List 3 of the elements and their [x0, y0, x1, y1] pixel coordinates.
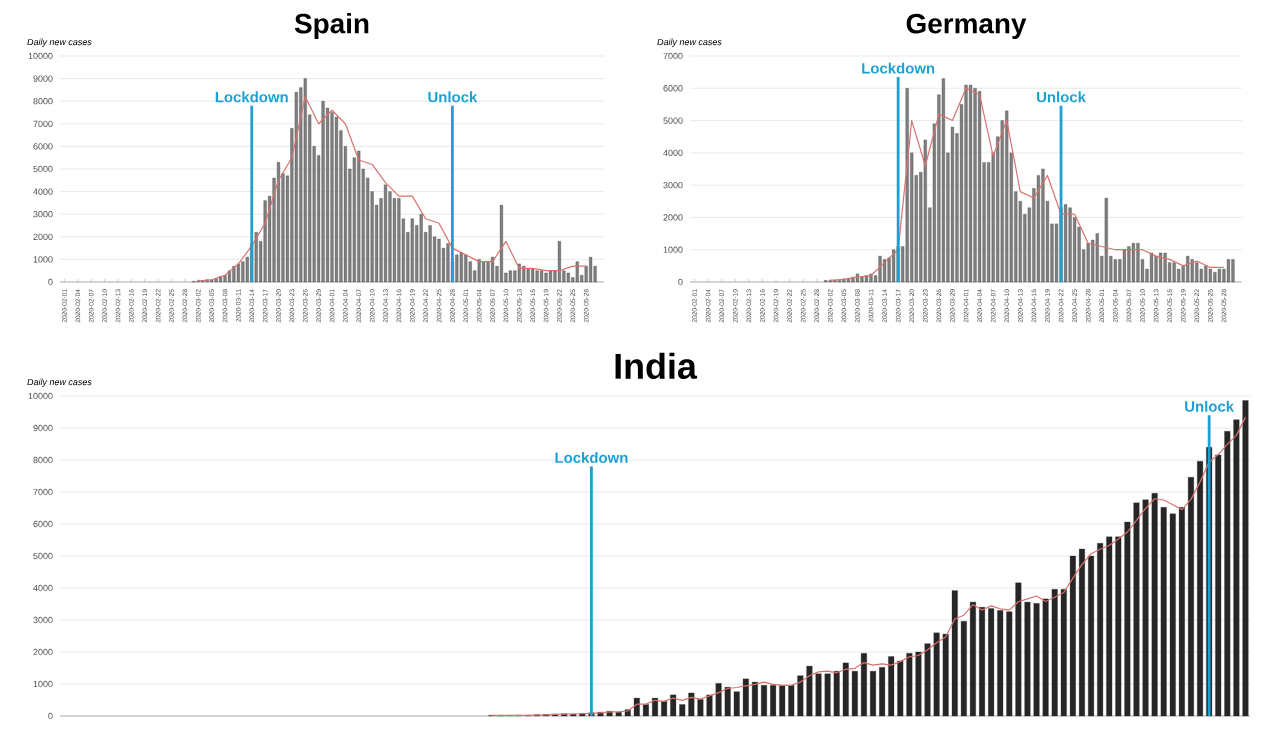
chart-title: Spain: [294, 12, 369, 39]
chart-title: Germany: [906, 13, 1027, 39]
chart-title: India: [615, 352, 698, 379]
